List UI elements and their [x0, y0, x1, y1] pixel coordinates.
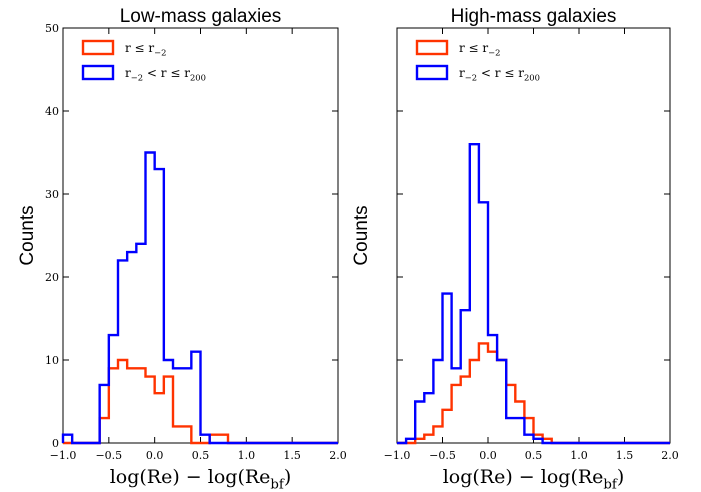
legend: r ≤ r−2 r−2 < r ≤ r200	[415, 39, 540, 83]
legend: r ≤ r−2 r−2 < r ≤ r200	[81, 39, 206, 83]
legend-label: r−2 < r ≤ r200	[125, 66, 206, 83]
x-tick-label: 1.5	[283, 449, 301, 462]
chart-panel-2: High-mass galaxies Counts −1.0 −0.5 0.0 0.5 1.…	[351, 6, 679, 492]
x-tick-label: 1.0	[570, 449, 588, 462]
histogram-series-1	[397, 342, 670, 445]
legend-label: r ≤ r−2	[125, 41, 167, 58]
chart-panels: Low-mass galaxies Counts −1.0 −0.5 0.0 0.5 1.0…	[17, 6, 679, 492]
y-tick-label: 10	[45, 354, 59, 367]
plot-frame	[396, 27, 671, 444]
y-tick-label: 20	[45, 271, 59, 284]
chart-panel-1: Low-mass galaxies Counts −1.0 −0.5 0.0 0.5 1.0…	[17, 6, 347, 492]
histogram-series-2	[397, 143, 670, 445]
histogram-series-2	[61, 151, 338, 445]
legend-label: r ≤ r−2	[459, 41, 501, 58]
legend-swatch	[81, 39, 115, 56]
y-axis-label: Counts	[351, 205, 372, 265]
chart-title: High-mass galaxies	[451, 6, 617, 27]
x-axis-label: log(Re) − log(Rebf)	[443, 466, 625, 492]
x-tick-label: 0.5	[525, 449, 543, 462]
x-tick-label: 2.0	[329, 449, 347, 462]
legend-swatch	[81, 64, 115, 81]
x-tick-label: 2.0	[661, 449, 679, 462]
legend-label: r−2 < r ≤ r200	[459, 66, 540, 83]
x-tick-label: −0.5	[95, 449, 122, 462]
x-axis-label: log(Re) − log(Rebf)	[110, 466, 292, 492]
x-tick-label: 1.5	[616, 449, 634, 462]
x-tick-label: 1.0	[238, 449, 256, 462]
x-tick-label: 0.0	[479, 449, 497, 462]
x-tick-label: 0.5	[192, 449, 210, 462]
x-tick-label: −1.0	[384, 449, 411, 462]
x-tick-label: 0.0	[146, 449, 164, 462]
y-tick-label: 50	[45, 22, 59, 35]
legend-swatch	[415, 39, 449, 56]
y-tick-label: 40	[45, 105, 59, 118]
legend-swatch	[415, 64, 449, 81]
x-tick-label: −1.0	[50, 449, 77, 462]
y-tick-label: 30	[45, 188, 59, 201]
y-tick-label: 0	[52, 437, 59, 450]
y-axis-label: Counts	[17, 205, 38, 265]
x-tick-label: −0.5	[429, 449, 456, 462]
chart-title: Low-mass galaxies	[120, 6, 282, 27]
